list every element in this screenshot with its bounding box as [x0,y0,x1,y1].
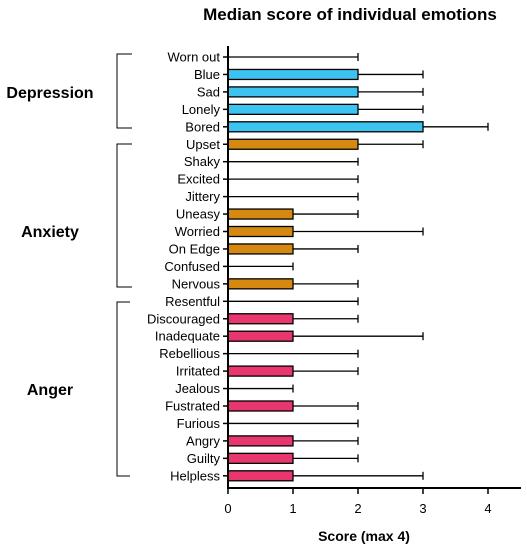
bar-angry [227,435,294,447]
category-label-helpless: Helpless [170,468,220,483]
group-labels: Depression Anxiety Anger [6,85,93,399]
category-label-uneasy: Uneasy [176,207,221,222]
x-ticks: 0 1 2 3 4 [224,488,492,516]
category-label-rebellious: Rebellious [159,346,220,361]
bar-on-edge [227,243,294,255]
x-tick-label-1: 1 [289,501,296,516]
bracket-anxiety [116,143,132,288]
category-label-resentful: Resentful [165,294,220,309]
category-label-nervous: Nervous [172,276,221,291]
x-axis-label: Score (max 4) [318,528,410,544]
category-label-sad: Sad [197,84,220,99]
x-tick-label-0: 0 [224,501,231,516]
bar-fustrated [227,400,294,412]
category-labels: Worn out Blue Sad Lonely Bored Upset Shaky Exci… [147,50,221,484]
bar-guilty [227,452,294,465]
category-label-discouraged: Discouraged [147,311,220,326]
category-label-angry: Angry [186,433,220,448]
chart-title: Median score of individual emotions [203,5,497,24]
category-label-inadequate: Inadequate [155,329,220,344]
category-label-jittery: Jittery [185,189,220,204]
x-tick-label-2: 2 [354,501,361,516]
bar-upset [227,138,359,150]
bar-discouraged [227,313,294,325]
category-label-guilty: Guilty [187,451,221,466]
group-label-anxiety: Anxiety [21,224,79,241]
bar-helpless [227,470,294,482]
category-label-worried: Worried [175,224,220,239]
bracket-anger [116,301,130,477]
category-label-on-edge: On Edge [169,241,220,256]
bar-worried [227,225,294,238]
category-label-lonely: Lonely [182,102,221,117]
group-label-anger: Anger [27,382,73,399]
category-label-fustrated: Fustrated [165,399,220,414]
category-label-upset: Upset [186,137,220,152]
category-label-bored: Bored [185,119,220,134]
category-label-worn-out: Worn out [167,50,220,65]
bar-bored [227,121,424,133]
category-label-furious: Furious [177,416,221,431]
bar-nervous [227,278,294,290]
category-label-blue: Blue [194,67,220,82]
bar-blue [227,68,359,81]
bar-lonely [227,103,359,115]
x-tick-label-3: 3 [419,501,426,516]
bracket-depression [116,53,132,129]
category-label-confused: Confused [164,259,220,274]
bars [227,68,424,482]
group-label-depression: Depression [6,85,93,102]
category-label-excited: Excited [177,172,220,187]
bar-sad [227,86,359,98]
bar-inadequate [227,330,294,342]
bar-uneasy [227,208,294,220]
group-brackets [116,53,132,477]
category-label-jealous: Jealous [175,381,220,396]
error-bars [223,53,489,480]
bar-irritated [227,365,294,377]
category-label-shaky: Shaky [184,154,221,169]
category-label-irritated: Irritated [176,364,220,379]
axes [227,46,521,489]
x-tick-label-4: 4 [484,501,491,516]
